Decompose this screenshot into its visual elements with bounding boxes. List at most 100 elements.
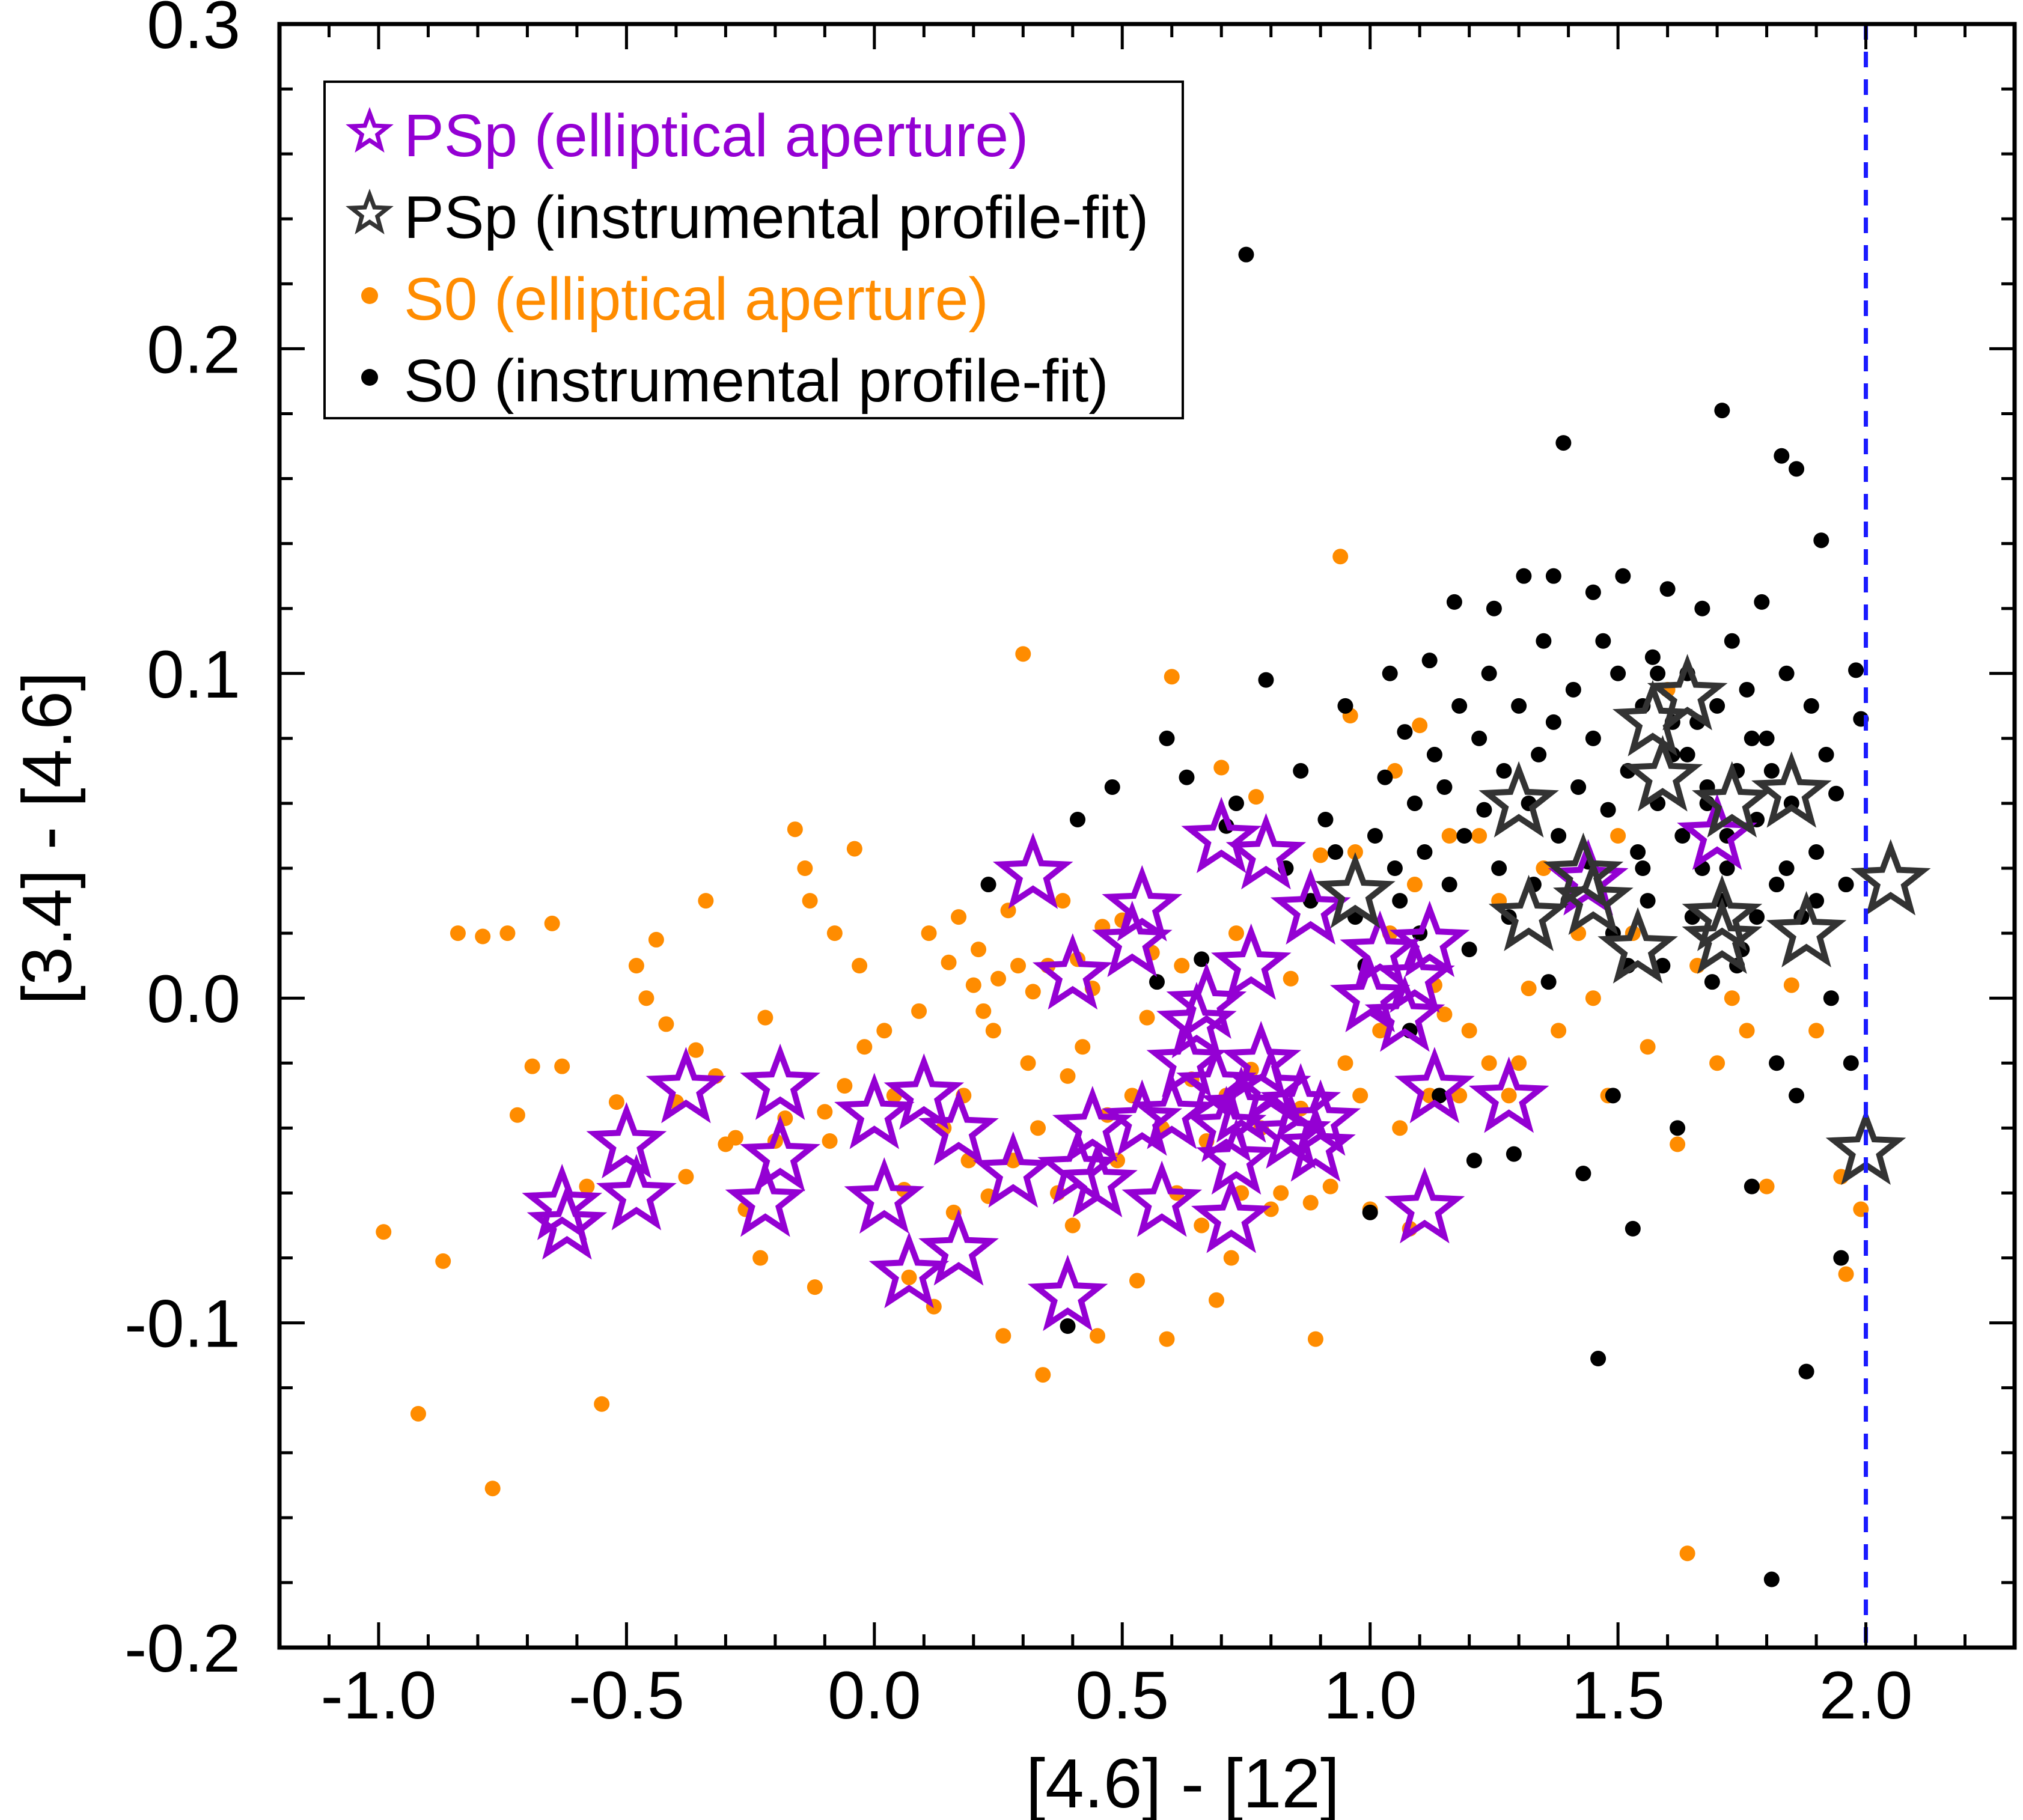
data-point-star [1196,1118,1277,1195]
data-point-dot [802,893,818,909]
data-point-star [1280,1079,1361,1156]
data-point-dot [1778,665,1795,681]
data-point-star [1488,874,1569,951]
data-point-dot [990,970,1007,987]
data-point-dot [594,1396,610,1412]
data-point-star [1131,1073,1212,1149]
data-point-star [1364,975,1445,1052]
legend-item: PSp (instrumental profile-fit) [346,184,1149,251]
legend-box [323,81,1184,419]
data-point-star [1766,890,1847,967]
data-point-star [586,1102,667,1179]
data-point-dot [1372,1023,1388,1039]
data-point-dot [1322,1178,1338,1195]
legend-label: PSp (instrumental profile-fit) [404,184,1149,251]
data-point-dot [1803,698,1819,714]
data-point-dot [1426,746,1442,762]
data-point-star [1102,1079,1183,1156]
data-point-dot [1674,828,1691,844]
x-axis-label: [4.6] - [12] [1026,1744,1340,1820]
data-point-dot [1406,795,1423,811]
data-point-dot [1798,1363,1814,1380]
data-point-dot [1635,860,1651,877]
data-point-star [1375,936,1455,1013]
data-point-dot [1174,958,1190,974]
data-point-dot [1481,1055,1497,1071]
data-point-dot [1392,893,1408,909]
data-point-dot [1293,762,1309,779]
data-point-dot [1159,730,1175,746]
data-point-star [1201,1066,1282,1143]
data-markers [376,246,1931,1587]
data-point-dot [1129,1273,1146,1289]
data-point-dot [1739,1023,1755,1039]
data-point-dot [1848,662,1864,678]
data-point-dot [1367,828,1383,844]
data-point-dot [1709,1055,1726,1071]
data-point-dot [975,1003,992,1019]
data-point-star [1057,1140,1138,1218]
data-point-dot [658,1016,674,1032]
x-tick-labels: -1.0 -0.5 0.0 0.5 1.0 1.5 2.0 [320,1658,1912,1733]
data-point-dot [1471,828,1488,844]
data-point-star [883,1053,965,1130]
data-point-star [596,1154,677,1231]
y-tick-label: 0.1 [147,637,240,712]
data-point-dot [1789,1088,1805,1104]
data-point-dot [1595,633,1611,649]
data-point-star [1622,735,1703,812]
data-point-dot [1486,600,1502,616]
legend-item: PSp (elliptical aperture) [346,102,1028,169]
data-point-dot [1436,1006,1453,1023]
data-point-star [1329,955,1411,1033]
data-point-star [844,1157,925,1234]
data-point-dot [1763,762,1780,779]
data-point-dot [1739,681,1755,698]
data-point-dot [1258,672,1274,688]
data-point-dot [1516,568,1532,584]
data-point-dot [1352,1088,1368,1104]
data-point-dot [1783,977,1799,993]
data-point-dot [475,928,491,945]
data-point-dot [1521,980,1537,996]
data-point-dot [1263,1201,1279,1217]
legend-star-icon [346,189,394,235]
data-point-star [1468,1056,1549,1133]
data-point-dot [1248,789,1264,805]
data-point-dot [757,1009,774,1026]
data-point-dot [1461,942,1477,958]
data-point-dot [1570,779,1587,795]
data-point-dot [1456,828,1472,844]
data-point-dot [1670,1120,1686,1136]
data-point-dot [787,821,803,838]
data-point-star [1181,797,1262,874]
data-point-star [522,1163,602,1240]
data-point-dot [1451,698,1468,714]
data-point-dot [1759,730,1775,746]
data-point-dot [1020,1055,1036,1071]
data-point-dot [995,1328,1012,1344]
data-point-dot [1090,1328,1106,1344]
data-point-dot [1704,974,1720,990]
data-point-dot [1000,902,1016,919]
x-tick-label: 0.0 [828,1658,921,1733]
data-point-dot [1055,893,1071,909]
data-point-dot [678,1169,694,1185]
data-point-dot [1417,844,1433,860]
data-point-dot [817,1104,833,1120]
data-point-dot [1238,246,1254,263]
data-point-dot [1719,860,1735,877]
data-point-dot [1412,717,1428,734]
data-point-dot [1313,847,1329,863]
data-point-dot [1392,1120,1408,1136]
data-point-dot [876,1023,892,1039]
data-point-dot [1104,779,1120,795]
data-point-star [1384,1167,1465,1244]
legend-label: S0 (instrumental profile-fit) [404,347,1109,415]
data-point-dot [450,925,466,942]
data-point-dot [1644,649,1661,665]
data-point-dot [1724,990,1740,1006]
data-point-star [1850,839,1931,916]
data-point-dot [1223,1250,1239,1266]
